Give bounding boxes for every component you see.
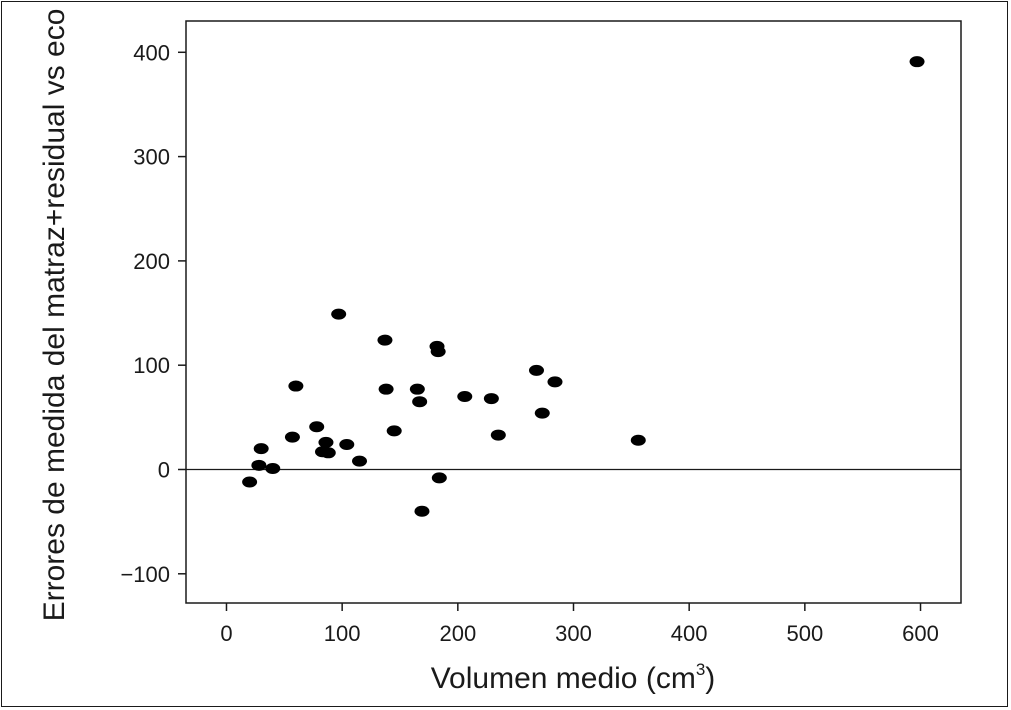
y-tick-label: 300 <box>133 145 170 170</box>
y-axis-title: Errores de medida del matraz+residual vs… <box>38 9 71 622</box>
y-tick-label: 0 <box>158 457 170 482</box>
x-tick-label: 300 <box>555 621 592 646</box>
data-points <box>242 56 925 517</box>
data-point <box>352 455 368 467</box>
data-point <box>309 421 325 433</box>
data-point <box>378 383 394 395</box>
data-point <box>430 346 446 358</box>
data-point <box>242 476 258 488</box>
y-tick-label: 400 <box>133 40 170 65</box>
y-axis: −100 0 100 200 300 400 <box>120 40 186 587</box>
data-point <box>490 429 506 441</box>
data-point <box>284 431 300 443</box>
data-point <box>409 383 425 395</box>
data-point <box>339 438 355 450</box>
data-point <box>251 459 267 471</box>
x-axis-title-main: Volumen medio (cm <box>431 662 696 695</box>
data-point <box>320 447 336 459</box>
x-tick-label: 400 <box>671 621 708 646</box>
plot-area <box>185 20 962 604</box>
data-point <box>457 390 473 402</box>
data-point <box>547 376 563 388</box>
data-point <box>377 334 393 346</box>
y-tick-label: 100 <box>133 353 170 378</box>
data-point <box>331 308 347 320</box>
data-point <box>386 425 402 437</box>
data-point <box>318 436 334 448</box>
x-axis-title: Volumen medio (cm3) <box>431 660 716 695</box>
y-tick-label: −100 <box>120 562 170 587</box>
x-tick-label: 100 <box>324 621 361 646</box>
data-point <box>630 434 646 446</box>
data-point <box>288 380 304 392</box>
x-tick-label: 500 <box>786 621 823 646</box>
y-tick-label: 200 <box>133 249 170 274</box>
x-tick-label: 0 <box>220 621 232 646</box>
data-point <box>431 472 447 484</box>
data-point <box>483 393 499 405</box>
data-point <box>534 407 550 419</box>
x-axis-title-end: ) <box>705 662 715 695</box>
data-point <box>253 443 269 455</box>
data-point <box>265 462 281 474</box>
data-point <box>414 505 430 517</box>
data-point <box>412 396 428 408</box>
x-axis: 0 100 200 300 400 500 600 <box>220 603 939 646</box>
x-axis-title-superscript: 3 <box>696 660 705 679</box>
x-tick-label: 200 <box>439 621 476 646</box>
x-tick-label: 600 <box>902 621 939 646</box>
data-point <box>909 56 925 68</box>
data-point <box>528 364 544 376</box>
